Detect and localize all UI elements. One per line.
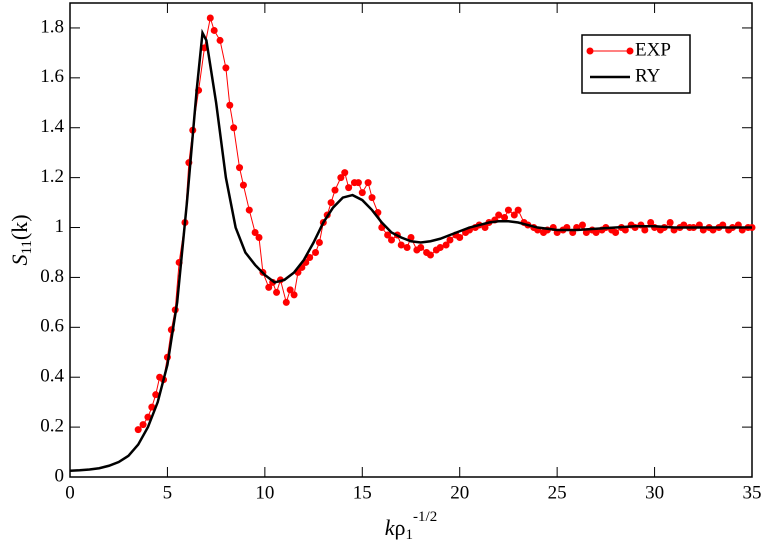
x-label-main: k [385,515,396,540]
data-point [236,164,244,172]
data-point [426,251,434,259]
data-point [148,403,156,411]
data-point [436,243,444,251]
legend-marker [626,47,634,55]
data-point [388,236,396,244]
y-label-sub: 11 [19,240,35,254]
data-point [139,421,147,429]
data-point [152,391,160,399]
y-label-main: S [7,255,32,266]
data-point [495,211,503,219]
data-point [368,194,376,202]
data-point [582,229,590,237]
data-point [255,234,263,242]
x-tick-label: 10 [255,482,274,503]
y-tick-label: 1.4 [40,116,64,137]
x-tick-label: 20 [450,482,469,503]
legend-label: RY [635,65,661,86]
x-tick-label: 5 [163,482,173,503]
data-point [345,184,353,192]
series-line [69,28,752,473]
data-point [501,214,509,222]
data-point [286,286,294,294]
data-point [265,283,273,291]
legend-marker [586,47,594,55]
legend-label: EXP [635,39,671,60]
data-point [230,124,238,132]
data-point [510,211,518,219]
data-point [251,229,259,237]
data-point [358,189,366,197]
data-point [273,288,281,296]
data-point [504,206,512,214]
y-tick-label: 1.6 [40,66,64,87]
data-point [331,186,339,194]
data-point [578,221,586,229]
y-tick-label: 1 [55,216,65,237]
data-point [134,426,142,434]
data-point [144,413,152,421]
data-point [446,236,454,244]
data-point [514,206,522,214]
x-tick-label: 35 [743,482,762,503]
data-point [282,298,290,306]
x-tick-label: 30 [645,482,664,503]
data-point [442,241,450,249]
x-tick-label: 15 [353,482,372,503]
y-tick-label: 0 [55,465,65,486]
y-tick-label: 0.8 [40,266,64,287]
legend-box [581,34,691,94]
data-point [216,36,224,44]
data-point [592,229,600,237]
data-point [364,179,372,187]
y-tick-label: 0.6 [40,316,64,337]
y-tick-label: 0.4 [40,366,64,387]
data-point [226,101,234,109]
data-point [327,199,335,207]
data-point [210,26,218,34]
plot-frame [69,2,753,478]
data-point [341,169,349,177]
data-point [206,14,214,22]
data-point [456,234,464,242]
x-label-symbol: ρ [395,515,406,540]
data-point [647,219,655,227]
legend: EXP RY [581,34,691,94]
data-point [239,181,247,189]
y-axis-label: S11(k) [7,214,35,265]
data-point [290,291,298,299]
data-point [222,64,230,72]
data-point [666,219,674,227]
x-tick-label: 25 [548,482,567,503]
y-label-paren: (k) [7,214,32,240]
x-tick-label: 0 [65,482,75,503]
data-point [245,206,253,214]
data-point [403,243,411,251]
data-point [641,226,649,234]
data-point [417,243,425,251]
data-point [312,248,320,256]
data-point [481,224,489,232]
data-point [315,238,323,246]
data-point [337,174,345,182]
data-point [354,179,362,187]
y-tick-label: 1.8 [40,16,64,37]
data-point [621,226,629,234]
data-point [384,231,392,239]
data-point [397,241,405,249]
x-label-sup: -1/2 [413,509,437,525]
y-tick-label: 0.2 [40,415,64,436]
x-axis-label: kρ1 -1/2 [385,509,437,543]
y-tick-label: 1.2 [40,166,64,187]
x-label-sub: 1 [406,527,414,543]
data-point [306,253,314,261]
data-point [612,229,620,237]
